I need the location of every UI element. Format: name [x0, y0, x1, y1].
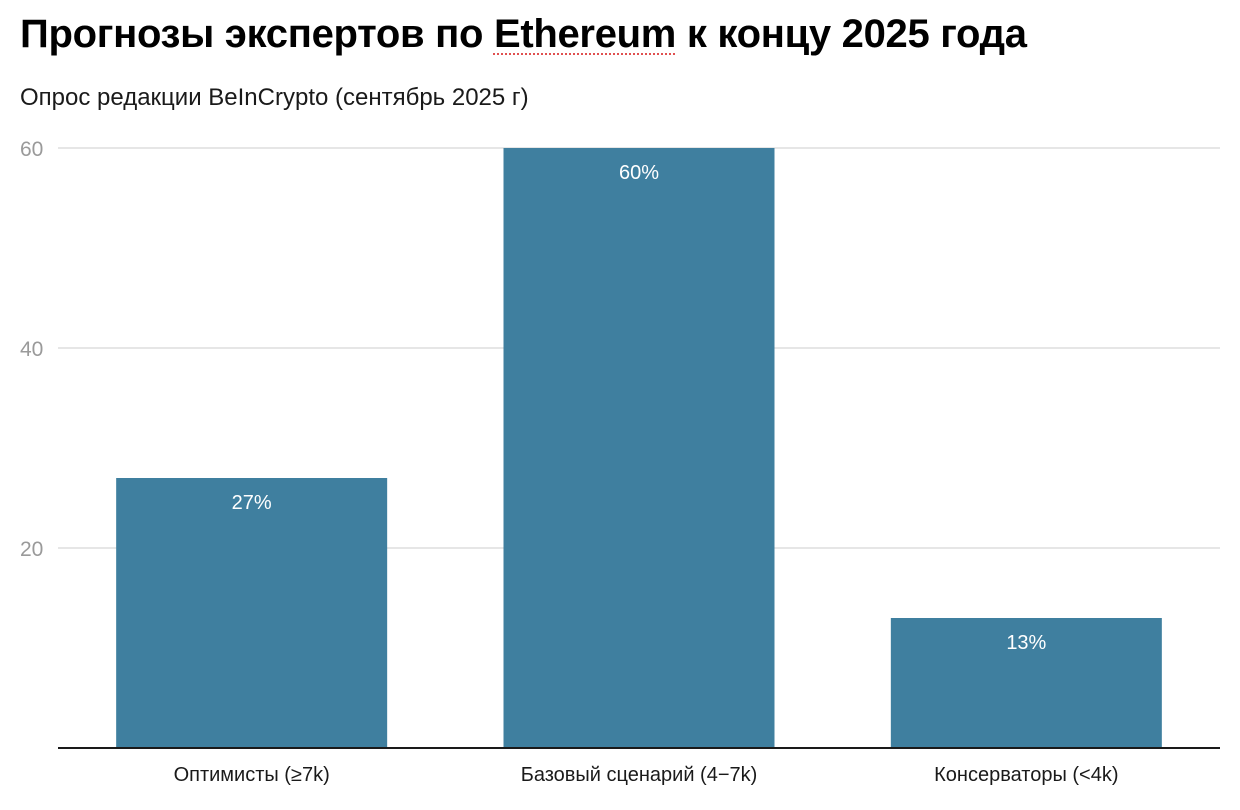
x-tick-label: Консерваторы (<4k) [934, 764, 1118, 786]
bar [503, 148, 775, 748]
data-label: 13% [1006, 632, 1046, 654]
chart-subtitle: Опрос редакции BeInCrypto (сентябрь 2025… [20, 84, 529, 111]
bar [890, 618, 1162, 748]
x-tick-label: Базовый сценарий (4−7k) [521, 764, 758, 786]
y-tick-label: 20 [20, 538, 43, 561]
y-tick-label: 40 [20, 338, 43, 361]
data-label: 60% [619, 162, 659, 184]
title-text: Прогнозы экспертов по [20, 12, 494, 56]
x-tick-label: Оптимисты (≥7k) [174, 764, 330, 786]
data-label: 27% [232, 492, 272, 514]
title-text-end: к концу 2025 года [676, 12, 1027, 56]
y-tick-label: 60 [20, 138, 43, 161]
chart-title: Прогнозы экспертов по Ethereum к концу 2… [20, 12, 1027, 57]
bar [116, 478, 388, 748]
title-flagged-word: Ethereum [493, 12, 677, 56]
